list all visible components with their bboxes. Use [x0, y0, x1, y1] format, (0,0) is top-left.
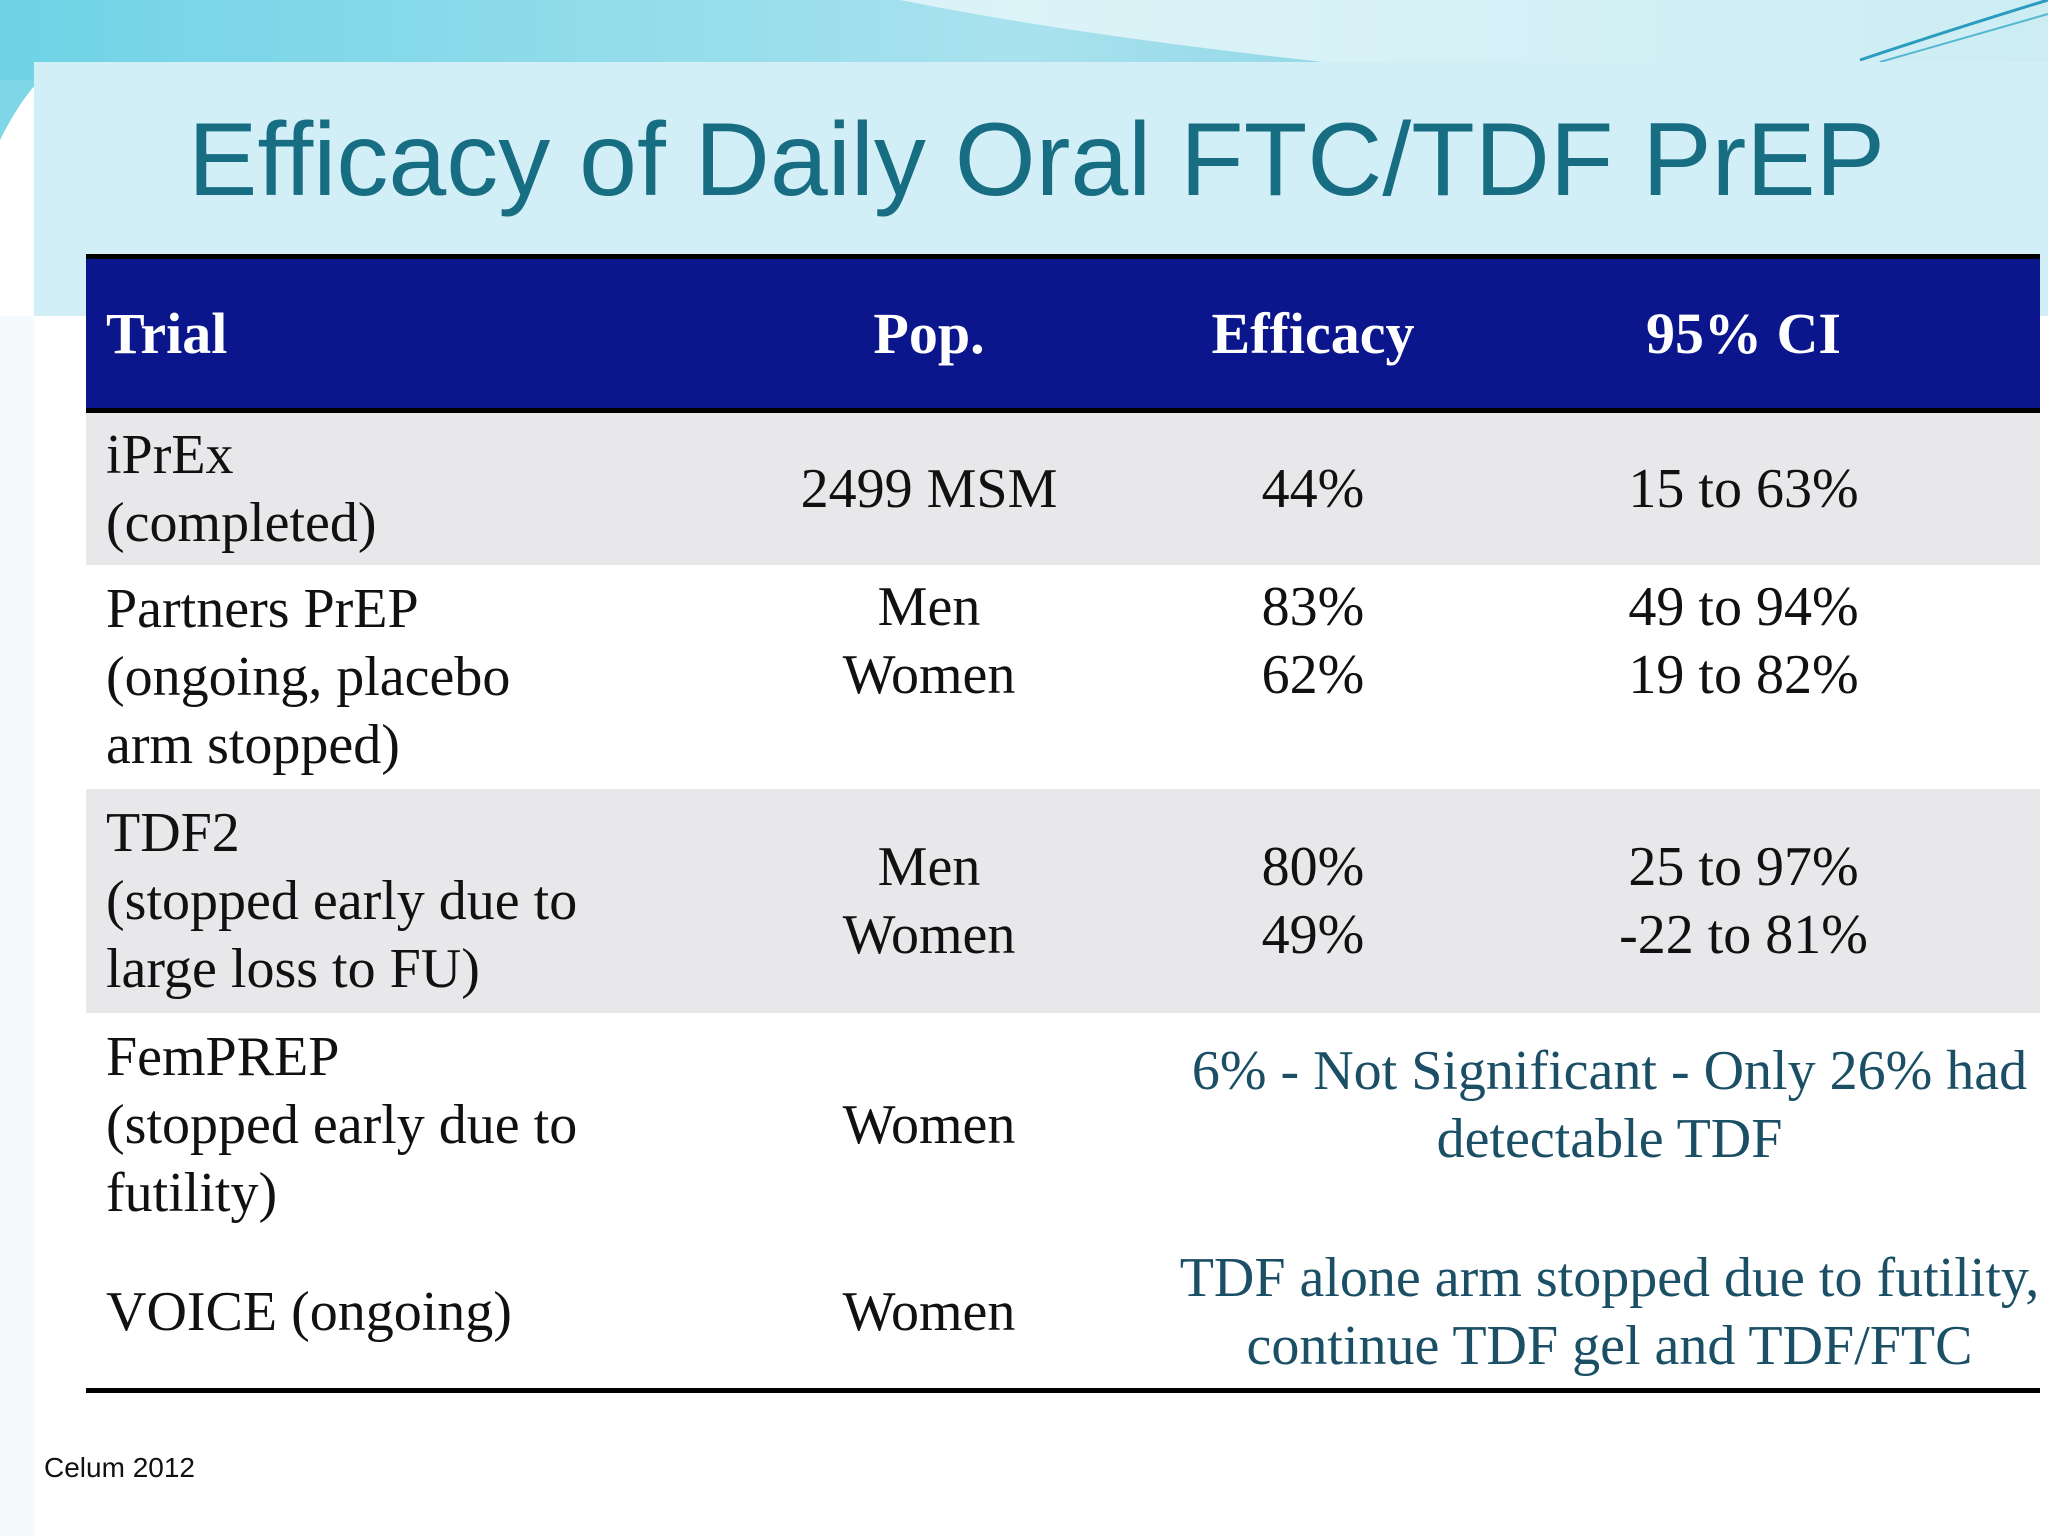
trial-status: futility): [106, 1161, 278, 1224]
ci-value: 19 to 82%: [1628, 643, 1859, 706]
result-note-line: 6% - Not Significant - Only 26% had: [1191, 1039, 2028, 1102]
trial-status: (completed): [106, 491, 377, 554]
efficacy-cell: 80% 49%: [1179, 789, 1447, 1013]
pop-value: Men: [877, 575, 981, 638]
table-row-tdf2: TDF2 (stopped early due to large loss to…: [86, 788, 2040, 1013]
ci-cell: 25 to 97% -22 to 81%: [1447, 789, 2040, 1013]
pop-cell: 2499 MSM: [679, 411, 1179, 565]
pop-cell: Men Women: [679, 789, 1179, 1013]
trial-name: VOICE (ongoing): [106, 1281, 512, 1344]
ci-value: 15 to 63%: [1628, 457, 1859, 520]
trial-status: (stopped early due to: [106, 869, 578, 932]
pop-value: Women: [842, 1093, 1016, 1156]
result-note-cell: TDF alone arm stopped due to futility, c…: [1179, 1236, 2040, 1393]
header-ci: 95% CI: [1447, 254, 2040, 413]
trial-status: large loss to FU): [106, 937, 480, 1000]
header-efficacy: Efficacy: [1179, 254, 1447, 413]
efficacy-cell: 83% 62%: [1179, 565, 1447, 789]
trial-status: (stopped early due to: [106, 1093, 578, 1156]
pop-value: 2499 MSM: [800, 457, 1058, 520]
efficacy-value: 62%: [1261, 643, 1365, 706]
trial-name: Partners PrEP: [106, 577, 419, 640]
result-note-line: TDF alone arm stopped due to futility,: [1179, 1247, 2040, 1310]
efficacy-value: 49%: [1261, 903, 1365, 966]
table-row-iprex: iPrEx (completed) 2499 MSM 44% 15 to 63%: [86, 410, 2040, 565]
trial-name: TDF2: [106, 801, 240, 864]
pop-cell: Women: [679, 1236, 1179, 1393]
ci-cell: 49 to 94% 19 to 82%: [1447, 565, 2040, 789]
trial-cell: VOICE (ongoing): [86, 1236, 679, 1393]
table-header-row: Trial Pop. Efficacy 95% CI: [86, 254, 2040, 413]
efficacy-value: 83%: [1261, 575, 1365, 638]
table-row-voice: VOICE (ongoing) Women TDF alone arm stop…: [86, 1236, 2040, 1393]
pop-cell: Men Women: [679, 565, 1179, 789]
trial-cell: Partners PrEP (ongoing, placebo arm stop…: [86, 565, 679, 789]
trial-name: FemPREP: [106, 1025, 340, 1088]
efficacy-value: 44%: [1261, 457, 1365, 520]
pop-value: Women: [842, 643, 1016, 706]
pop-value: Women: [842, 1281, 1016, 1344]
ci-value: 25 to 97%: [1628, 835, 1859, 898]
table-row-partners-prep: Partners PrEP (ongoing, placebo arm stop…: [86, 564, 2040, 789]
trial-cell: TDF2 (stopped early due to large loss to…: [86, 789, 679, 1013]
ci-cell: 15 to 63%: [1447, 411, 2040, 565]
efficacy-value: 80%: [1261, 835, 1365, 898]
pop-value: Men: [877, 835, 981, 898]
trial-name: iPrEx: [106, 423, 234, 486]
result-note-line: detectable TDF: [1436, 1107, 1783, 1170]
slide-title: Efficacy of Daily Oral FTC/TDF PrEP: [188, 102, 1886, 218]
result-note-cell: 6% - Not Significant - Only 26% had dete…: [1179, 1013, 2040, 1237]
ci-value: -22 to 81%: [1619, 903, 1868, 966]
efficacy-table: Trial Pop. Efficacy 95% CI iPrEx (comple…: [86, 254, 2040, 1393]
trial-status: arm stopped): [106, 713, 400, 776]
table-row-femprep: FemPREP (stopped early due to futility) …: [86, 1012, 2040, 1237]
pop-value: Women: [842, 903, 1016, 966]
efficacy-cell: 44%: [1179, 411, 1447, 565]
pop-cell: Women: [679, 1013, 1179, 1237]
result-note-line: continue TDF gel and TDF/FTC: [1246, 1315, 1973, 1378]
trial-cell: FemPREP (stopped early due to futility): [86, 1013, 679, 1237]
trial-status: (ongoing, placebo: [106, 645, 511, 708]
trial-cell: iPrEx (completed): [86, 411, 679, 565]
header-trial: Trial: [86, 254, 679, 413]
ci-value: 49 to 94%: [1628, 575, 1859, 638]
source-footnote: Celum 2012: [44, 1452, 195, 1483]
header-pop: Pop.: [679, 254, 1179, 413]
